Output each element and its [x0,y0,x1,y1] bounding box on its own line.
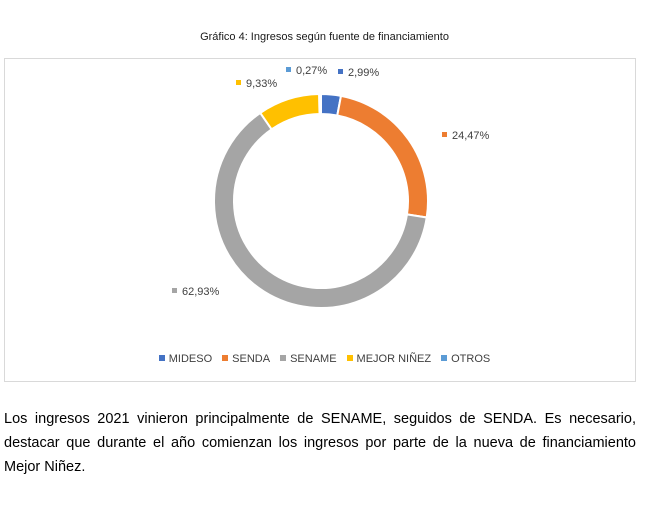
data-label-mideso: 2,99% [348,67,379,79]
legend-item-otros: OTROS [441,353,490,365]
legend-label: SENDA [232,353,271,365]
data-label-otros: 0,27% [296,65,327,77]
data-label-marker [172,288,177,293]
slice-otros [318,92,322,116]
legend-swatch [158,355,165,361]
chart-frame [4,58,636,382]
slice-sename [213,111,428,309]
legend-swatch [441,355,448,361]
data-label-mejor-niñez: 9,33% [246,78,277,90]
legend-swatch [222,355,229,361]
legend-item-senda: SENDA [222,353,270,365]
legend-item-sename: SENAME [280,353,337,365]
slice-senda [336,94,429,219]
slice-mejor-niñez [258,92,321,131]
legend-label: SENAME [290,353,337,365]
data-label-marker [236,80,241,85]
legend-label: MIDESO [168,353,213,365]
data-label-marker [442,132,447,137]
data-label-marker [338,69,343,74]
legend-item-mideso: MIDESO [158,353,213,365]
legend-label: OTROS [451,353,491,365]
donut-chart: 2,99% 24,47% 62,93% 9,33% 0,27% [172,65,490,309]
legend-swatch [280,355,287,361]
data-label-sename: 62,93% [182,286,220,298]
data-label-senda: 24,47% [452,130,490,142]
legend-swatch [346,355,353,361]
figure-title: Gráfico 4: Ingresos según fuente de fina… [200,31,449,43]
legend-item-mejor-niñez: MEJOR NIÑEZ [346,353,432,365]
body-paragraph: Los ingresos 2021 vinieron principalment… [4,411,636,475]
chart-legend: MIDESO SENDA SENAME MEJOR NIÑEZ OTROS [0,353,649,365]
legend-label: MEJOR NIÑEZ [356,353,432,365]
data-label-marker [286,67,291,72]
